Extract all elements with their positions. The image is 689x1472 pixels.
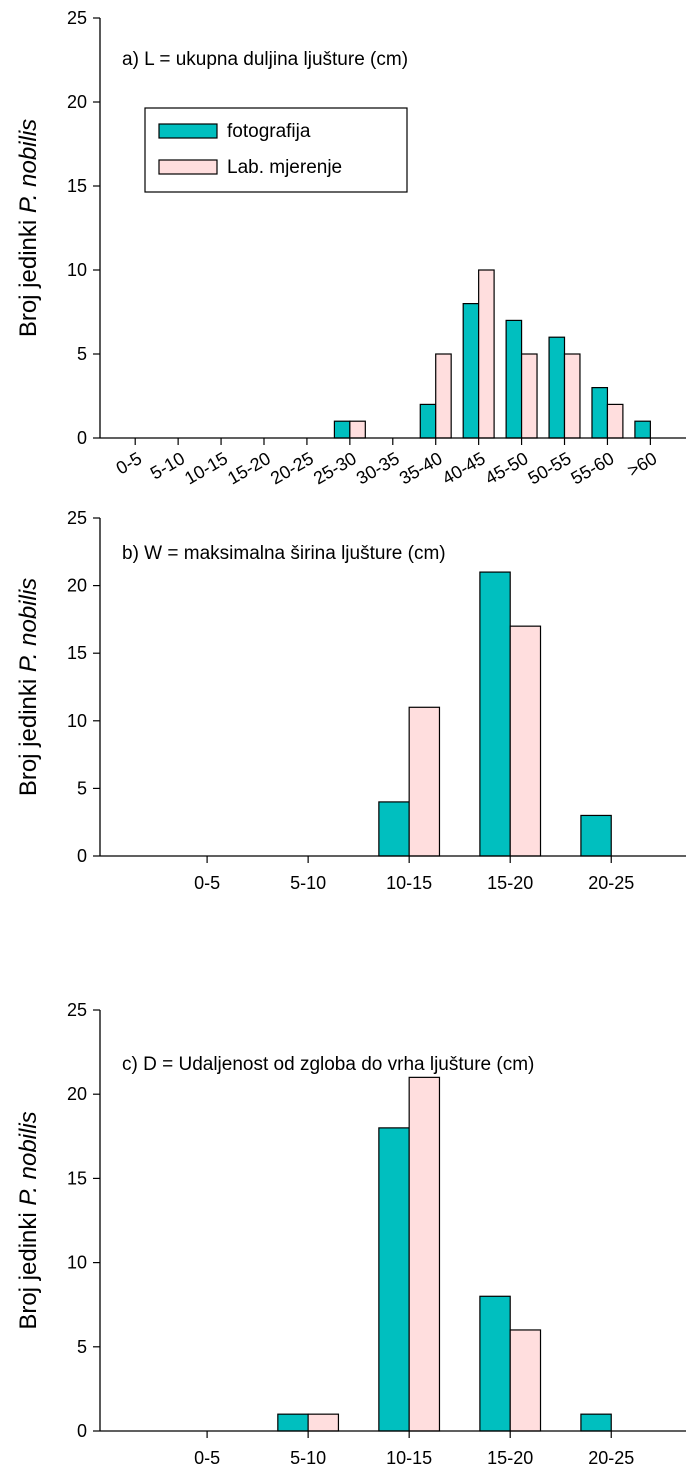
bar-fotografija-20-25 [580,814,612,857]
y-tick-label: 25 [67,1000,87,1020]
legend-label-fotografija: fotografija [227,121,311,142]
bar-fotografija-35-40 [419,403,437,439]
y-tick-label: 0 [77,846,87,866]
bar-lab-35-40 [435,353,452,439]
y-axis-label-species: P. nobilis [15,578,42,672]
y-tick-label: 15 [67,176,87,196]
legend-swatch-fotografija [158,123,218,139]
x-tick-label: 0-5 [194,873,220,893]
bar-fotografija-25-30 [333,420,351,439]
legend: fotografija Lab. mjerenje [144,107,408,193]
x-tick-label: 30-35 [353,448,403,488]
y-tick-label: 10 [67,711,87,731]
y-tick-label: 20 [67,92,87,112]
x-tick-label: 0-5 [113,448,146,478]
bar-lab-25-30 [349,420,366,439]
x-tick-label: 15-20 [487,873,533,893]
chart-panel-c: 0 5 10 15 20 25 0-5 5-10 10-15 15-20 20-25 c) D = U… [15,1000,686,1468]
legend-box [144,107,408,193]
x-tick-label: 15-20 [224,448,274,488]
panel-title: c) D = Udaljenost od zgloba do vrha ljuš… [122,1054,534,1075]
x-tick-label: 20-25 [588,1448,634,1468]
bar-fotografija-15-20 [479,571,511,857]
y-tick-label: 5 [77,1337,87,1357]
legend-label-lab: Lab. mjerenje [227,157,342,178]
bar-lab-55-60 [606,403,624,439]
y-tick-label: 0 [77,1421,87,1441]
bar-fotografija-55-60 [591,387,609,439]
bar-lab-10-15 [408,706,441,857]
bar-lab-10-15 [408,1076,441,1432]
x-tick-label: 10-15 [181,448,231,488]
y-axis-label-species: P. nobilis [15,1111,42,1205]
bar-lab-45-50 [520,353,538,439]
x-tick-label: 40-45 [439,448,489,488]
bar-lab-50-55 [563,353,581,439]
bar-fotografija-10-15 [378,1127,410,1432]
chart-panel-b: 0 5 10 15 20 25 0-5 5-10 10-15 15-20 20-25 b) W = m… [15,508,686,893]
bar-fotografija-15-20 [479,1295,511,1432]
y-axis-label-text: Broj jedinki [15,1206,42,1330]
y-tick-label: 25 [67,8,87,28]
y-tick-label: 10 [67,1253,87,1273]
y-tick-label: 25 [67,508,87,528]
bar-lab-15-20 [509,1329,542,1432]
y-tick-label: 5 [77,344,87,364]
bar-fotografija-40-45 [462,303,480,439]
x-tick-label: 0-5 [194,1448,220,1468]
x-tick-label: 50-55 [525,448,575,488]
bar-fotografija-10-15 [378,801,410,857]
x-tick-label: 35-40 [396,448,446,488]
y-axis-label: Broj jedinki P. nobilis [15,1111,42,1329]
y-tick-label: 10 [67,260,87,280]
y-axis-label-species: P. nobilis [15,119,42,213]
x-tick-label: 5-10 [290,1448,326,1468]
bar-lab-40-45 [478,269,495,439]
bar-fotografija-50-55 [548,336,566,439]
y-tick-label: 15 [67,643,87,663]
x-tick-label: 10-15 [386,873,432,893]
x-tick-label: 10-15 [386,1448,432,1468]
x-tick-label: >60 [624,448,660,481]
x-tick-label: 5-10 [147,448,188,483]
bar-fotografija-20-25 [580,1413,612,1432]
bar-fotografija-5-10 [277,1413,309,1432]
x-tick-label: 55-60 [568,448,618,488]
y-tick-label: 5 [77,778,87,798]
y-axis-label-text: Broj jedinki [15,213,42,337]
y-axis-label-text: Broj jedinki [15,672,42,796]
x-tick-label: 25-30 [310,448,360,488]
x-tick-label: 45-50 [482,448,532,488]
x-tick-label: 15-20 [487,1448,533,1468]
legend-swatch-lab [158,159,218,175]
bar-lab-5-10 [307,1413,340,1432]
x-tick-label: 20-25 [267,448,317,488]
y-tick-label: 15 [67,1168,87,1188]
x-tick-label: 5-10 [290,873,326,893]
y-tick-label: 20 [67,576,87,596]
y-tick-label: 0 [77,428,87,448]
x-tick-label: 20-25 [588,873,634,893]
y-tick-label: 20 [67,1084,87,1104]
bar-fotografija->60 [634,420,651,439]
chart-panel-a: 0 5 10 15 20 25 0-5 5-1010-1515-2020-2525-3030-… [15,8,686,488]
bar-fotografija-45-50 [505,319,523,439]
y-axis-label: Broj jedinki P. nobilis [15,578,42,796]
panel-title: a) L = ukupna duljina ljušture (cm) [122,49,408,70]
bar-lab-15-20 [509,625,542,857]
y-axis-label: Broj jedinki P. nobilis [15,119,42,337]
panel-title: b) W = maksimalna širina ljušture (cm) [122,543,446,564]
